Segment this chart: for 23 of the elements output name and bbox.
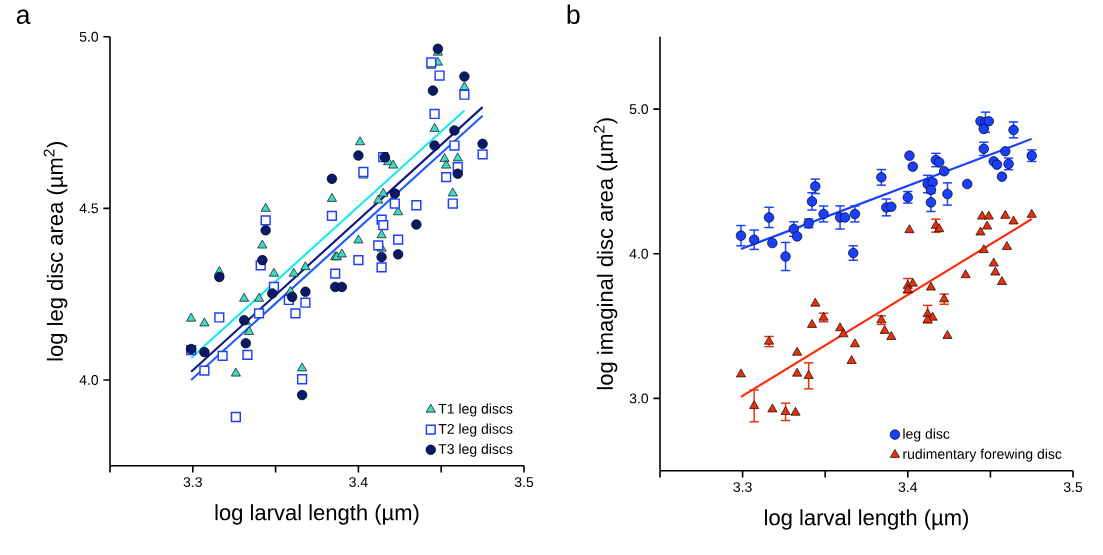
legend-label: leg disc [903,428,950,442]
x-tick-label: 3.5 [514,477,534,488]
x-tick-label: 3.3 [183,477,202,488]
legend-label: rudimentary forewing disc [903,448,1062,462]
y-tick-label: 3.0 [629,393,649,404]
x-axis-title: log larval length (µm) [215,504,419,525]
legend-label: T1 leg discs [438,403,513,417]
x-tick-label: 3.5 [1063,482,1083,493]
x-tick-label: 3.3 [733,482,752,493]
y-axis-title: log imaginal disc area (µm$^{2}$) [593,118,618,390]
x-tick-label: 3.4 [898,482,918,493]
y-tick-label: 5.0 [629,104,649,115]
chart-title: a [16,9,31,25]
y-tick-label: 4.5 [79,203,99,214]
x-axis-title: log larval length (µm) [765,509,969,530]
y-tick-label: 5.0 [79,31,99,42]
legend-label: T3 leg discs [438,443,513,457]
y-tick-label: 4.0 [629,248,649,259]
y-axis-title: log leg disc area (µm$^{2}$) [43,142,68,361]
chart-title: b [567,4,580,25]
y-tick-label: 4.0 [79,375,99,386]
legend-label: T2 leg discs [438,423,513,437]
x-tick-label: 3.4 [349,477,368,488]
